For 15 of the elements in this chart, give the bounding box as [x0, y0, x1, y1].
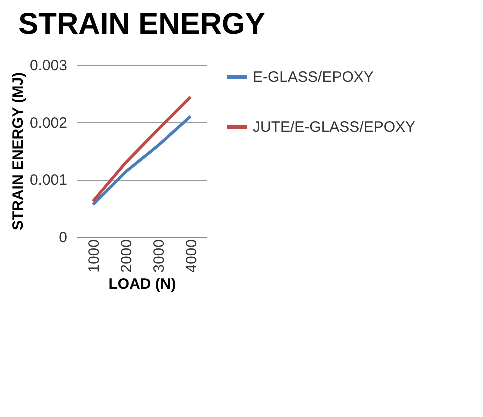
- y-axis-title: STRAIN ENERGY (MJ): [10, 72, 27, 231]
- legend-label: JUTE/E-GLASS/EPOXY: [253, 119, 416, 136]
- x-axis-title: LOAD (N): [108, 276, 176, 293]
- y-tick-label: 0.003: [30, 58, 68, 74]
- y-tick-label: 0.002: [30, 114, 68, 132]
- x-tick-label: 4000: [183, 240, 200, 273]
- chart-title: STRAIN ENERGY: [18, 8, 266, 41]
- x-tick-label: 3000: [150, 240, 168, 273]
- line-series: [92, 96, 192, 203]
- x-tick-label: 2000: [118, 240, 136, 273]
- legend-label: E-GLASS/EPOXY: [253, 69, 374, 86]
- x-tick-label: 1000: [86, 240, 103, 273]
- line-series: [92, 115, 192, 206]
- y-tick-label: 0: [59, 230, 68, 246]
- y-tick-label: 0.001: [30, 172, 68, 190]
